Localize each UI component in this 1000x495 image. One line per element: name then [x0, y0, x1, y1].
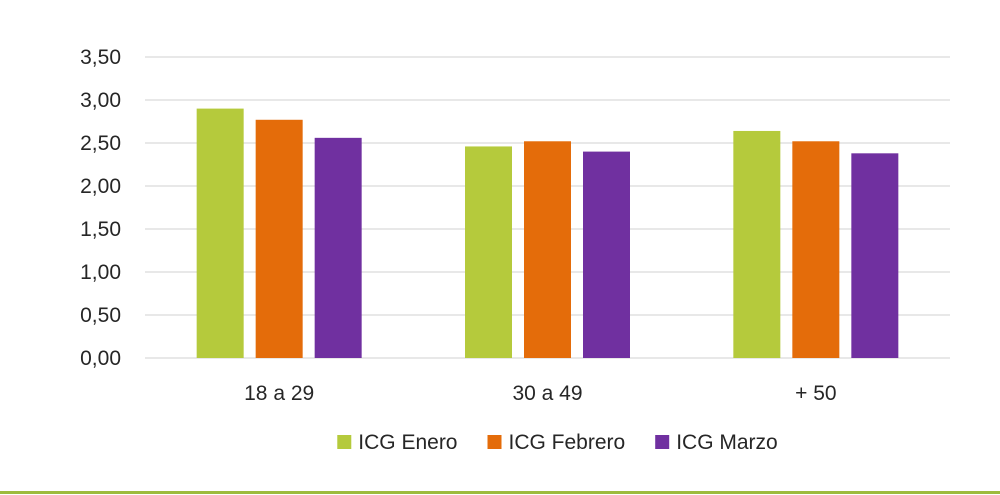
bar-icg-marzo: [314, 137, 362, 358]
y-tick-label: 3,50: [80, 46, 121, 69]
x-axis-tick-labels: 18 a 29 30 a 49 + 50: [244, 382, 836, 405]
bar-icg-enero: [465, 146, 512, 358]
bar-icg-marzo: [583, 151, 630, 358]
bar-icg-enero: [733, 130, 781, 358]
bar-icg-febrero: [524, 141, 571, 358]
y-tick-label: 3,00: [80, 89, 121, 112]
y-tick-label: 2,50: [80, 132, 121, 155]
y-tick-label: 1,50: [80, 218, 121, 241]
y-tick-label: 2,00: [80, 175, 121, 198]
legend: ICG Enero ICG Febrero ICG Marzo: [337, 431, 778, 454]
bar-icg-febrero: [255, 119, 303, 358]
legend-label: ICG Febrero: [509, 431, 626, 454]
footer-rule: [0, 491, 1000, 494]
legend-label: ICG Enero: [358, 431, 457, 454]
y-axis-tick-labels: 0,00 0,50 1,00 1,50 2,00 2,50 3,00 3,50: [80, 46, 121, 370]
legend-swatch: [337, 435, 352, 449]
bar-icg-enero: [196, 108, 244, 358]
legend-swatch: [487, 435, 502, 449]
bars: [196, 108, 899, 358]
x-tick-label: 18 a 29: [244, 382, 314, 405]
legend-label: ICG Marzo: [676, 431, 778, 454]
y-tick-label: 0,00: [80, 347, 121, 370]
y-tick-label: 1,00: [80, 261, 121, 284]
x-tick-label: 30 a 49: [512, 382, 582, 405]
x-tick-label: + 50: [795, 382, 836, 405]
y-tick-label: 0,50: [80, 304, 121, 327]
legend-swatch: [655, 435, 670, 449]
bar-icg-febrero: [792, 141, 840, 358]
bar-icg-marzo: [851, 153, 899, 358]
